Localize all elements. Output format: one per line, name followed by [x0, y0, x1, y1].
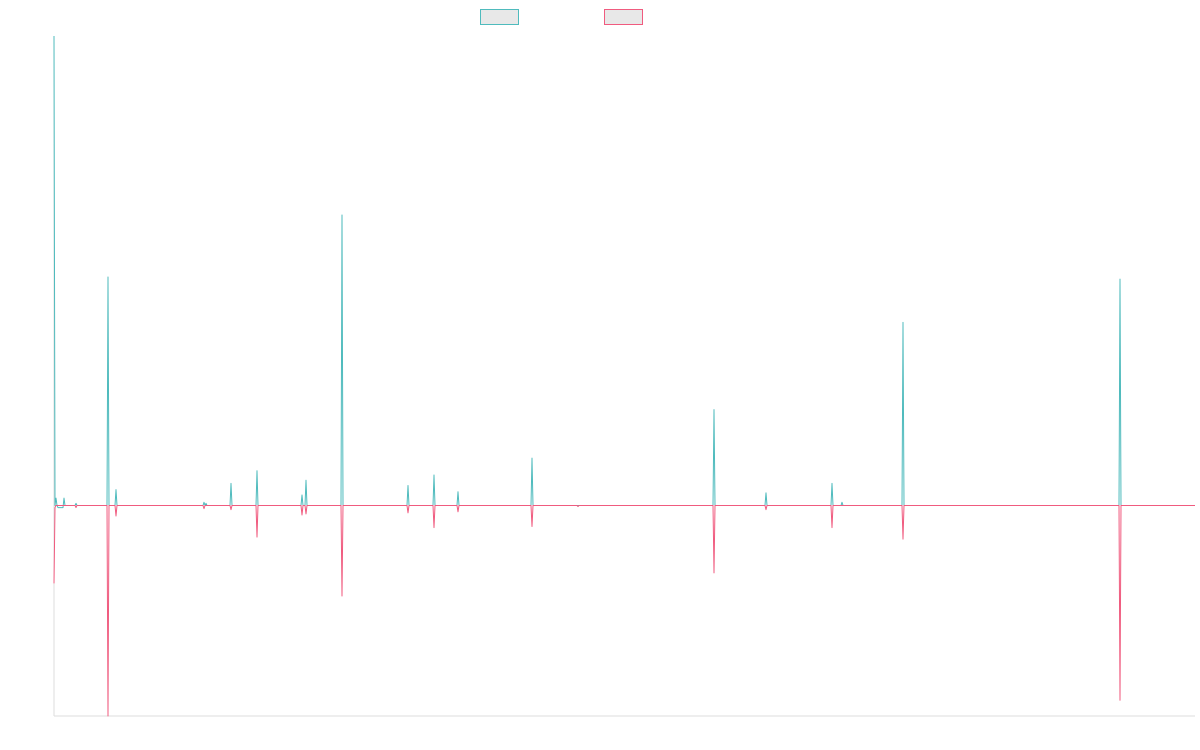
series-line-1 — [53, 35, 1195, 509]
series-line-2 — [53, 504, 1195, 717]
legend-swatch-series-2 — [604, 9, 643, 25]
legend-item-series-2[interactable] — [604, 9, 643, 25]
legend-item-series-1[interactable] — [480, 9, 519, 25]
legend-swatch-series-1 — [480, 9, 519, 25]
